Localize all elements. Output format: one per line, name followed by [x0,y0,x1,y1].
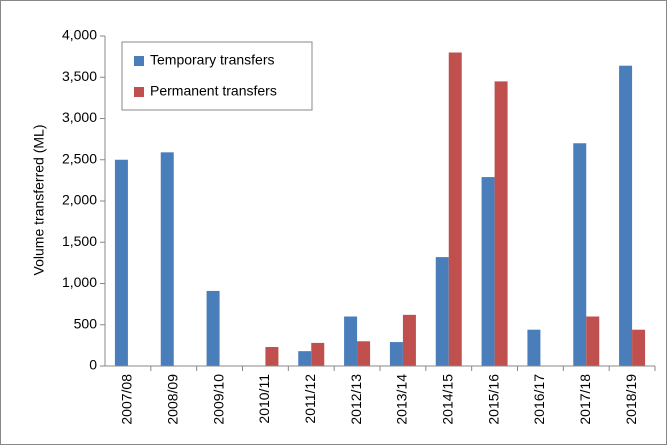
y-tick-label: 3,500 [62,68,97,84]
x-tick-label: 2008/09 [164,374,180,425]
legend-swatch [134,87,144,97]
legend-label: Temporary transfers [150,52,274,68]
bar [389,342,403,366]
bar [311,342,325,366]
bar [448,52,462,366]
bar [206,290,220,366]
bar [573,143,587,366]
bar [494,81,508,366]
x-tick-label: 2007/08 [119,374,135,425]
y-tick-label: 2,500 [62,150,97,166]
bar [619,65,633,366]
y-tick-label: 2,000 [62,192,97,208]
bar [402,314,416,366]
x-tick-label: 2018/19 [623,374,639,425]
x-tick-label: 2014/15 [439,374,455,425]
y-tick-label: 3,000 [62,109,97,125]
legend-box [121,41,313,111]
x-tick-label: 2017/18 [577,374,593,425]
bar [527,329,541,366]
y-tick-label: 1,500 [62,233,97,249]
x-tick-label: 2012/13 [348,374,364,425]
bar [344,316,358,366]
y-tick-label: 500 [74,315,98,331]
bar [481,177,495,366]
bar [435,257,449,366]
y-axis-label: Volume transferred (ML) [31,125,47,276]
bar [632,329,646,366]
x-tick-label: 2010/11 [256,374,272,424]
y-tick-label: 1,000 [62,274,97,290]
x-tick-label: 2013/14 [394,374,410,425]
bar [298,351,312,366]
y-tick-label: 0 [89,357,97,373]
y-tick-label: 4,000 [62,27,97,43]
x-tick-label: 2011/12 [302,374,318,424]
x-tick-label: 2015/16 [485,374,501,425]
bar [586,316,600,366]
bar [357,341,371,366]
x-tick-label: 2009/10 [210,374,226,425]
legend-swatch [134,56,144,66]
bar [114,159,128,366]
legend-label: Permanent transfers [150,83,277,99]
bar [160,152,174,366]
bar [265,347,279,366]
x-tick-label: 2016/17 [531,374,547,425]
